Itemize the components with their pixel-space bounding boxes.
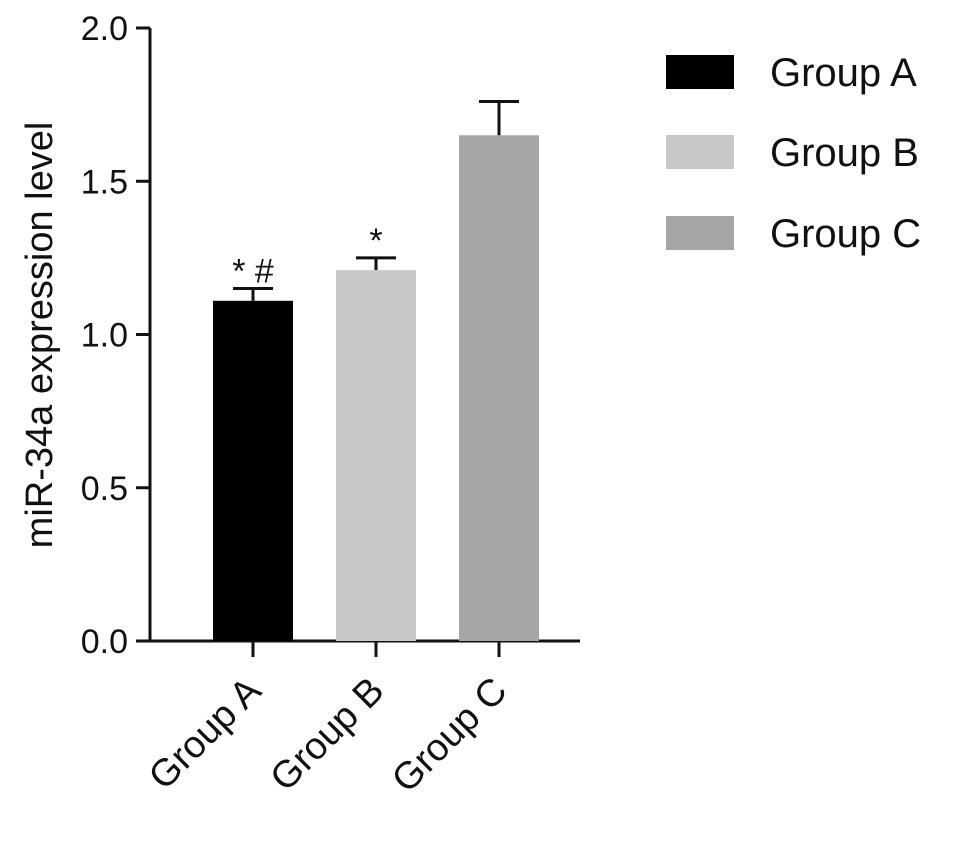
significance-label: * #: [232, 253, 274, 291]
y-tick-label: 2.0: [81, 10, 128, 48]
legend-label: Group B: [770, 131, 919, 175]
y-tick-label: 0.0: [81, 623, 128, 661]
x-tick-label: Group C: [384, 670, 515, 801]
legend: Group A Group B Group C: [666, 51, 921, 256]
legend-label: Group C: [770, 212, 921, 256]
legend-swatch: [666, 216, 734, 250]
significance-label: *: [369, 222, 382, 260]
y-axis-label: miR-34a expression level: [19, 122, 61, 549]
bar: [459, 135, 539, 641]
legend-swatch: [666, 55, 734, 89]
y-tick-label: 1.0: [81, 317, 128, 355]
legend-swatch: [666, 135, 734, 169]
x-tick-label: Group B: [263, 670, 393, 800]
bar: [336, 270, 416, 641]
x-tick-label: Group A: [141, 669, 270, 798]
bar: [213, 300, 293, 641]
bars-layer: * # *: [213, 100, 539, 641]
legend-label: Group A: [770, 51, 917, 95]
y-tick-label: 0.5: [81, 470, 128, 508]
y-tick-label: 1.5: [81, 163, 128, 201]
